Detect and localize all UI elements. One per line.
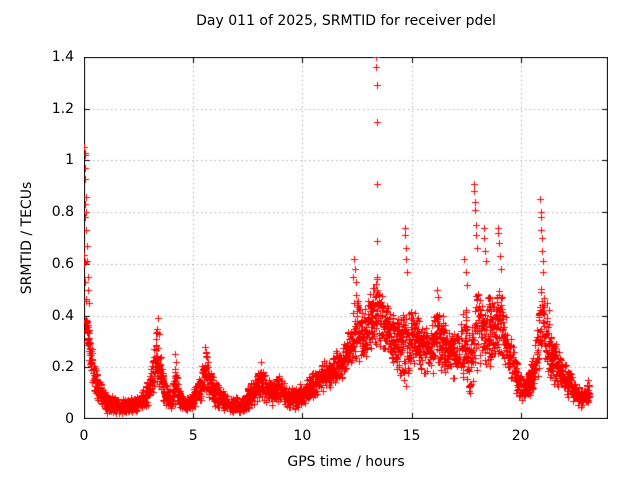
- y-tick-label: 0.4: [51, 307, 74, 324]
- x-tick-label: 10: [293, 428, 312, 444]
- x-tick-label: 0: [79, 428, 89, 444]
- y-tick-label: 0.2: [51, 359, 74, 376]
- y-tick-label: 0: [65, 411, 74, 427]
- y-tick-label: 1.4: [51, 49, 74, 65]
- y-tick-label: 0.6: [51, 255, 74, 272]
- x-axis-title: GPS time / hours: [287, 454, 405, 470]
- x-tick-label: 15: [402, 428, 421, 444]
- y-tick-label: 1: [65, 152, 74, 169]
- x-tick-label: 20: [511, 428, 530, 444]
- y-axis-title: SRMTID / TECUs: [19, 181, 35, 295]
- x-tick-label: 5: [188, 428, 198, 444]
- plot-area-canvas: [84, 57, 608, 419]
- chart-title: Day 011 of 2025, SRMTID for receiver pde…: [196, 13, 496, 29]
- y-tick-label: 0.8: [51, 204, 74, 221]
- y-tick-label: 1.2: [51, 100, 74, 117]
